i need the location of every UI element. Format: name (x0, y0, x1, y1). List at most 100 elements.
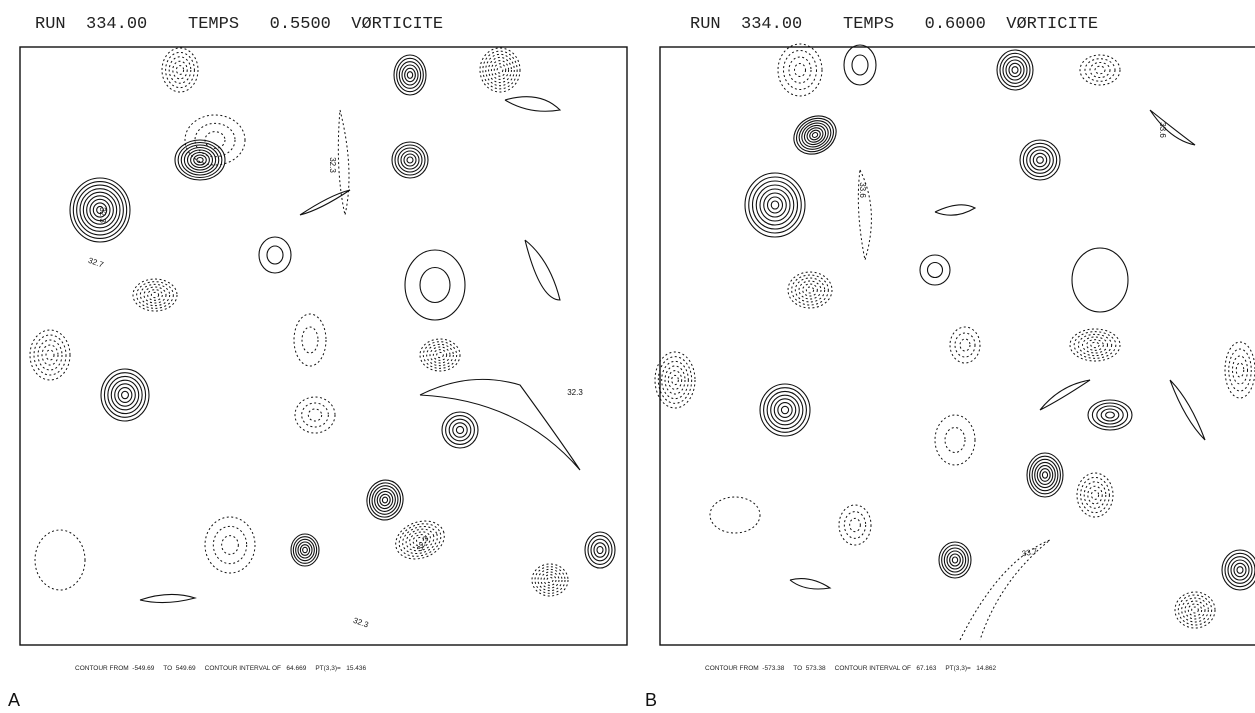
contour-line (943, 547, 967, 573)
contour-line (843, 511, 867, 539)
contour-line (531, 563, 569, 597)
contour-line (1184, 600, 1206, 620)
contour-line (1076, 472, 1114, 518)
contour-line (667, 370, 683, 390)
panel-header: RUN 334.00 TEMPS 0.5500 VØRTICITE (35, 15, 443, 34)
panel-letter: B (645, 690, 657, 710)
contour-line (654, 351, 696, 409)
contour-line (258, 236, 292, 274)
contour-line (1235, 362, 1245, 378)
contour-line (1089, 62, 1111, 78)
contour-line (1090, 490, 1100, 500)
contour-line (949, 553, 961, 567)
contour-line (143, 286, 167, 304)
contour-line (165, 51, 195, 89)
contour-line (751, 180, 799, 230)
contour-line (788, 56, 812, 84)
contour-line (72, 181, 128, 239)
contour-line (496, 66, 504, 74)
contour-line (1036, 156, 1044, 164)
contour-line (297, 541, 313, 559)
contour-line (299, 189, 351, 216)
contour-line (1090, 341, 1100, 349)
contour-line (1031, 458, 1059, 492)
contour-line (919, 254, 951, 286)
contour-line (147, 289, 163, 301)
contour-line (789, 578, 832, 590)
contour-line (1083, 481, 1107, 509)
contour-line (954, 332, 976, 358)
contour-line (212, 525, 248, 565)
contour-line (299, 544, 311, 556)
contour-line (1002, 56, 1028, 84)
contour-line (79, 188, 121, 232)
contour-line (857, 169, 872, 261)
contour-line (139, 283, 171, 307)
contour-line (292, 536, 318, 564)
contour-line (806, 127, 824, 143)
contour-line (803, 124, 827, 146)
contour-line (92, 202, 108, 218)
contour-line (664, 365, 686, 395)
contour-line (1082, 336, 1108, 354)
contour-line (394, 144, 426, 176)
contour-line (941, 544, 969, 576)
contour-line (293, 313, 327, 367)
contour-line (45, 349, 55, 361)
contour-line (811, 132, 819, 138)
contour-line (409, 531, 431, 549)
contour-label: 32.3 (567, 388, 583, 397)
contour-line (1071, 247, 1129, 313)
contour-line (302, 546, 308, 554)
contour-line (671, 374, 679, 386)
panel-a: RUN 334.00 TEMPS 0.5500 VØRTICITE CONTOU… (8, 15, 628, 710)
panel-b: RUN 334.00 TEMPS 0.6000 VØRTICITE CONTOU… (645, 15, 1255, 710)
contour-line (759, 383, 811, 437)
panel-footer: CONTOUR FROM -549.69 TO 549.69 CONTOUR I… (75, 665, 366, 672)
contour-line (938, 541, 972, 579)
contour-line (1079, 54, 1121, 86)
contour-line (1036, 465, 1054, 485)
contour-line (593, 542, 607, 558)
contour-line (397, 147, 423, 173)
contour-line (657, 356, 693, 404)
contour-line (934, 204, 977, 216)
contour-line (376, 490, 394, 510)
contour-line (1029, 149, 1051, 171)
contour-line (161, 47, 199, 93)
contour-line (416, 536, 424, 544)
panel-letter: A (8, 690, 20, 710)
contour-line (838, 504, 872, 546)
contour-line (196, 156, 204, 164)
contour-line (1022, 142, 1058, 178)
contour-line (482, 50, 518, 90)
contour-line (851, 54, 869, 76)
contour-line (221, 535, 239, 555)
contour-label: 32.3 (352, 616, 370, 630)
contour-line (186, 149, 214, 171)
contour-line (406, 71, 414, 79)
contour-line (445, 415, 475, 445)
contour-line (391, 141, 429, 179)
contour-line (1236, 566, 1244, 574)
contour-line (398, 61, 422, 89)
contour-line (709, 496, 761, 534)
contour-line (524, 239, 561, 301)
contour-line (37, 339, 63, 371)
contour-line (426, 343, 454, 367)
contour-line (959, 338, 971, 352)
contour-line (770, 200, 780, 210)
contour-line (404, 67, 416, 83)
contour-line (172, 60, 188, 80)
contour-line (1026, 452, 1064, 498)
contour-line (794, 63, 806, 77)
contour-line (29, 329, 71, 381)
contour-line (787, 271, 833, 309)
contour-line (404, 249, 466, 321)
contour-line (307, 408, 323, 422)
contour-line (381, 496, 389, 504)
contour-line (266, 245, 284, 265)
contour-line (766, 390, 804, 430)
contour-line (401, 64, 419, 86)
